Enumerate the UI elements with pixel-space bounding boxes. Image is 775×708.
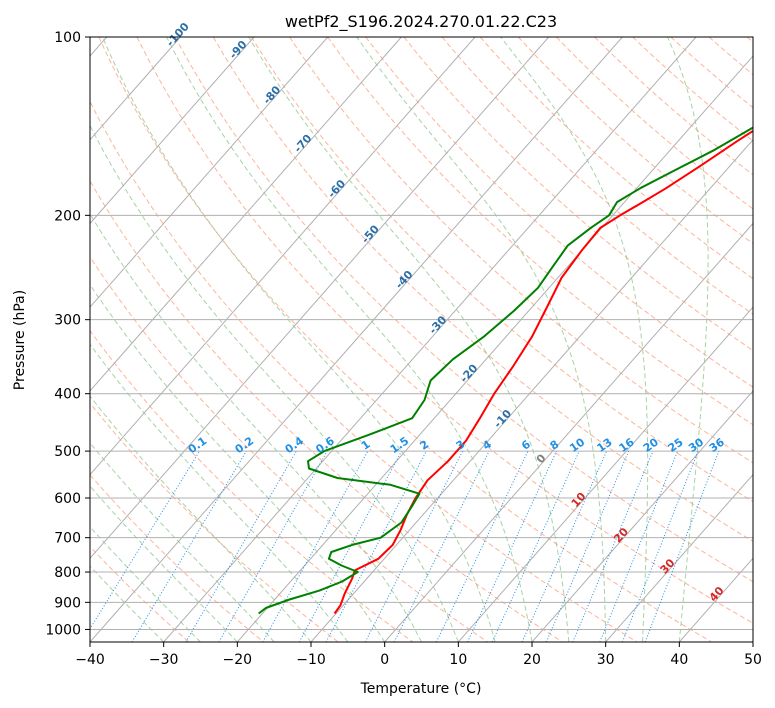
y-tick-label: 600 — [54, 491, 81, 507]
dry-adiabat — [632, 37, 753, 142]
mixing-ratio-line — [491, 450, 580, 642]
isotherm-line — [90, 37, 623, 642]
moist-adiabat — [667, 37, 709, 642]
isotherm-line — [163, 37, 697, 642]
x-tick-label: 10 — [449, 652, 467, 668]
moist-adiabat — [90, 283, 386, 642]
x-tick-label: −20 — [223, 652, 253, 668]
isotherm-line — [90, 37, 476, 476]
moist-adiabat — [90, 565, 165, 642]
isotherm-line — [90, 37, 402, 392]
dry-adiabat — [136, 37, 753, 624]
dry-adiabat — [90, 329, 414, 642]
moist-adiabat — [90, 124, 459, 642]
moist-adiabat — [500, 37, 649, 642]
dry-adiabat — [174, 37, 753, 583]
moist-adiabat — [90, 395, 312, 642]
isotherm-line — [531, 390, 753, 642]
y-tick-label: 400 — [54, 387, 81, 403]
mixing-ratio-line — [644, 450, 720, 642]
moist-adiabat — [90, 212, 422, 642]
dry-adiabat — [250, 37, 753, 503]
dry-adiabat — [403, 37, 753, 352]
isotherm-line — [90, 37, 550, 560]
moist-adiabat — [90, 526, 201, 642]
dry-adiabat — [556, 37, 753, 210]
moist-adiabat — [102, 37, 496, 642]
x-axis: −40 −30 −20 −10 0 10 20 30 40 50 — [75, 642, 762, 668]
isotherm-line — [605, 473, 753, 642]
y-tick-label: 700 — [54, 531, 81, 547]
dry-adiabat — [90, 180, 563, 642]
moist-adiabat — [90, 485, 238, 642]
mixing-ratio-line — [621, 450, 699, 642]
x-tick-label: 20 — [523, 652, 541, 668]
y-tick-label: 1000 — [45, 622, 81, 638]
mixing-ratio-line — [131, 450, 247, 642]
x-tick-label: −40 — [75, 652, 105, 668]
mixing-ratio-line — [435, 450, 529, 642]
y-tick-label: 300 — [54, 313, 81, 329]
moist-adiabat — [90, 442, 275, 642]
isotherm-line — [236, 55, 753, 642]
mixing-ratio-line — [599, 450, 679, 642]
series-layer — [258, 126, 753, 615]
x-tick-label: 0 — [380, 652, 389, 668]
y-axis: 100 200 300 400 500 600 700 800 900 1000 — [45, 30, 90, 638]
y-tick-label: 900 — [54, 595, 81, 611]
dry-adiabat — [479, 37, 753, 280]
mixing-ratio-line — [185, 450, 297, 642]
y-tick-label: 800 — [54, 565, 81, 581]
moist-adiabat — [356, 37, 607, 642]
x-tick-label: −10 — [296, 652, 326, 668]
dry-adiabat — [441, 37, 753, 315]
dry-adiabat — [90, 474, 264, 642]
mixing-ratio-line — [90, 450, 200, 630]
temperature-profile — [333, 129, 753, 615]
x-axis-label: Temperature (°C) — [360, 681, 482, 697]
moist-adiabat — [166, 37, 533, 642]
dewpoint-profile — [258, 126, 753, 615]
isotherm-line — [90, 37, 329, 308]
chart-title: wetPf2_S196.2024.270.01.22.C23 — [285, 12, 557, 32]
mixing-ratio-line — [218, 450, 328, 642]
x-tick-label: −30 — [149, 652, 179, 668]
isotherm-line — [457, 306, 753, 642]
x-tick-label: 30 — [597, 652, 615, 668]
dry-adiabat — [327, 37, 753, 426]
isotherm-line — [310, 138, 753, 642]
dry-adiabat — [90, 100, 638, 642]
x-tick-label: 40 — [670, 652, 688, 668]
y-tick-label: 100 — [54, 30, 81, 46]
y-tick-label: 200 — [54, 208, 81, 224]
mixing-ratio-line — [467, 450, 557, 642]
mixing-ratio-line — [262, 450, 369, 642]
x-tick-label: 50 — [744, 652, 762, 668]
isotherm-line — [384, 222, 753, 642]
y-tick-label: 500 — [54, 444, 81, 460]
mixing-ratio-line — [393, 450, 490, 642]
dry-adiabat — [90, 256, 488, 642]
y-axis-label: Pressure (hPa) — [12, 290, 28, 390]
isotherm-line — [90, 37, 255, 225]
dry-adiabat — [365, 37, 753, 388]
dry-adiabat — [98, 37, 712, 642]
plot-frame — [89, 36, 754, 643]
isotherm-line — [90, 37, 181, 141]
